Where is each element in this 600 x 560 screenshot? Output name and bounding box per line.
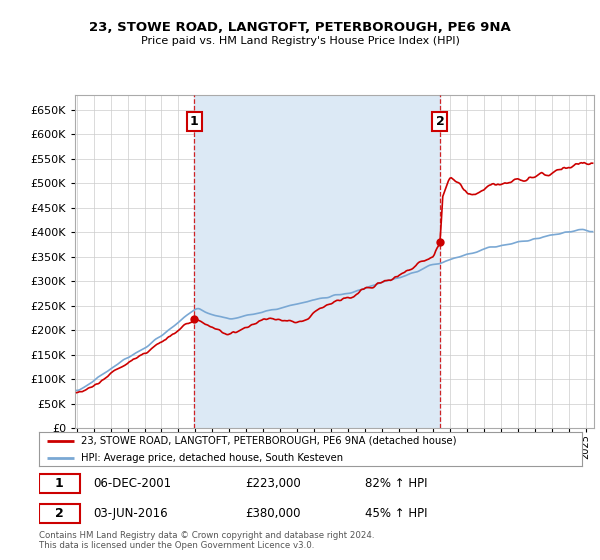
- Text: 1: 1: [55, 477, 64, 490]
- Text: HPI: Average price, detached house, South Kesteven: HPI: Average price, detached house, Sout…: [82, 452, 343, 463]
- Text: 03-JUN-2016: 03-JUN-2016: [94, 507, 168, 520]
- Text: 2: 2: [55, 507, 64, 520]
- Bar: [194, 95, 440, 428]
- Text: Contains HM Land Registry data © Crown copyright and database right 2024.
This d: Contains HM Land Registry data © Crown c…: [39, 531, 374, 550]
- FancyBboxPatch shape: [39, 504, 80, 523]
- Text: £380,000: £380,000: [245, 507, 301, 520]
- Text: £223,000: £223,000: [245, 477, 301, 490]
- Text: 1: 1: [190, 115, 199, 128]
- Text: Price paid vs. HM Land Registry's House Price Index (HPI): Price paid vs. HM Land Registry's House …: [140, 36, 460, 46]
- Text: 23, STOWE ROAD, LANGTOFT, PETERBOROUGH, PE6 9NA: 23, STOWE ROAD, LANGTOFT, PETERBOROUGH, …: [89, 21, 511, 34]
- Text: 2: 2: [436, 115, 445, 128]
- Text: 82% ↑ HPI: 82% ↑ HPI: [365, 477, 427, 490]
- Text: 06-DEC-2001: 06-DEC-2001: [94, 477, 172, 490]
- FancyBboxPatch shape: [39, 474, 80, 493]
- Text: 23, STOWE ROAD, LANGTOFT, PETERBOROUGH, PE6 9NA (detached house): 23, STOWE ROAD, LANGTOFT, PETERBOROUGH, …: [82, 436, 457, 446]
- Text: 45% ↑ HPI: 45% ↑ HPI: [365, 507, 427, 520]
